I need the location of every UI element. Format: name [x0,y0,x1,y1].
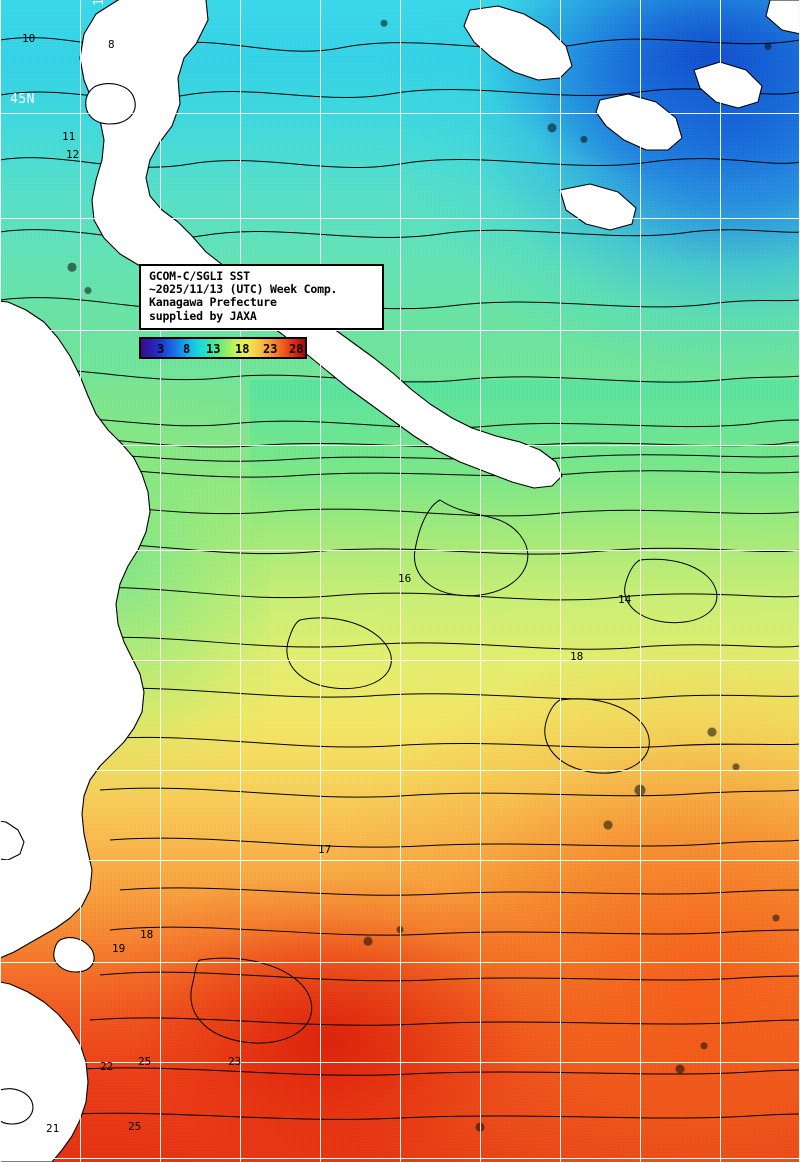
contour-label: 10 [22,32,36,45]
graticule-meridian [0,0,1,1162]
graticule-parallel [0,113,800,114]
graticule-parallel [0,218,800,219]
graticule-parallel [0,330,800,331]
graticule-meridian [240,0,241,1162]
longitude-label-142e: 142E [92,0,107,6]
contour-label: 11 [62,130,76,143]
graticule-parallel [0,962,800,963]
contour-label: 23 [228,1055,242,1068]
contour-label: 16 [398,572,412,585]
latitude-label-45n: 45N [10,92,35,107]
graticule-meridian [80,0,81,1162]
colorbar-tick: 3 [157,342,165,356]
contour-label: 18 [140,928,154,941]
product-supplier-line: supplied by JAXA [149,308,257,323]
contour-label: 22 [100,1060,114,1073]
colorbar-gradient [141,339,305,357]
graticule-parallel [0,1062,800,1063]
graticule-meridian [160,0,161,1162]
contour-label: 25 [138,1055,152,1068]
graticule-meridian [320,0,321,1162]
graticule-meridian [640,0,641,1162]
colorbar-tick: 23 [263,342,278,356]
colorbar-tick: 8 [183,342,191,356]
product-region-line: Kanagawa Prefecture [149,295,277,310]
product-info-box: GCOM-C/SGLI SST ~2025/11/13 (UTC) Week C… [139,264,384,330]
product-date-line: ~2025/11/13 (UTC) Week Comp. [149,282,338,297]
colorbar-tick: 28 [289,342,304,356]
product-title-line: GCOM-C/SGLI SST [149,269,250,283]
graticule-parallel [0,445,800,446]
sst-colorbar: 3 8 13 18 23 28 [139,337,307,359]
graticule-parallel [0,770,800,771]
contour-label: 18 [570,650,584,663]
contour-label: 8 [108,38,115,51]
graticule-parallel [0,1158,800,1159]
contour-label: 17 [318,843,332,856]
graticule-parallel [0,550,800,551]
contour-label: 21 [46,1122,60,1135]
graticule-meridian [720,0,721,1162]
colorbar-tick-labels: 3 8 13 18 23 28 [141,339,305,357]
graticule-meridian [480,0,481,1162]
contour-label: 14 [618,593,632,606]
colorbar-tick: 13 [206,342,221,356]
colorbar-tick: 18 [235,342,250,356]
contour-label: 19 [112,942,126,955]
graticule-parallel [0,860,800,861]
contour-label: 12 [66,148,80,161]
graticule-meridian [560,0,561,1162]
graticule-parallel [0,660,800,661]
graticule-meridian [400,0,401,1162]
contour-label: 25 [128,1120,142,1133]
